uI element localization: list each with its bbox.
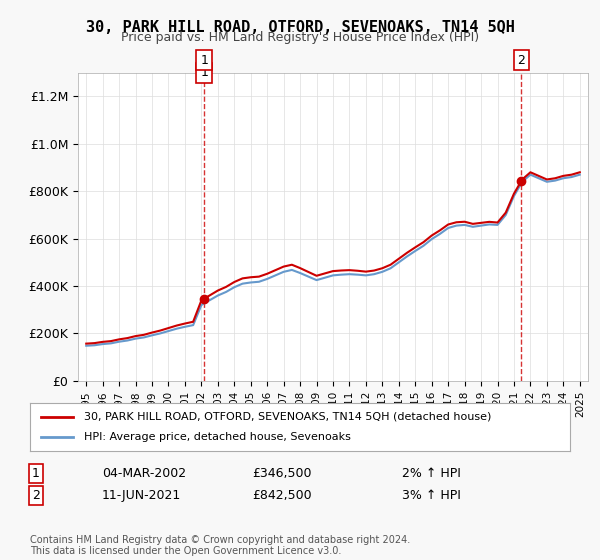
Text: 04-MAR-2002: 04-MAR-2002 [102, 466, 186, 480]
Text: 2: 2 [517, 54, 525, 67]
Text: 30, PARK HILL ROAD, OTFORD, SEVENOAKS, TN14 5QH (detached house): 30, PARK HILL ROAD, OTFORD, SEVENOAKS, T… [84, 412, 491, 422]
Text: 1: 1 [32, 466, 40, 480]
Text: HPI: Average price, detached house, Sevenoaks: HPI: Average price, detached house, Seve… [84, 432, 351, 442]
Text: £346,500: £346,500 [252, 466, 311, 480]
Text: 2: 2 [32, 489, 40, 502]
Text: Price paid vs. HM Land Registry's House Price Index (HPI): Price paid vs. HM Land Registry's House … [121, 31, 479, 44]
Text: Contains HM Land Registry data © Crown copyright and database right 2024.
This d: Contains HM Land Registry data © Crown c… [30, 535, 410, 557]
Text: 11-JUN-2021: 11-JUN-2021 [102, 489, 181, 502]
Text: 1: 1 [200, 66, 208, 80]
Text: 1: 1 [200, 54, 208, 67]
Text: £842,500: £842,500 [252, 489, 311, 502]
Text: 30, PARK HILL ROAD, OTFORD, SEVENOAKS, TN14 5QH: 30, PARK HILL ROAD, OTFORD, SEVENOAKS, T… [86, 20, 514, 35]
Text: 2% ↑ HPI: 2% ↑ HPI [402, 466, 461, 480]
Text: 3% ↑ HPI: 3% ↑ HPI [402, 489, 461, 502]
